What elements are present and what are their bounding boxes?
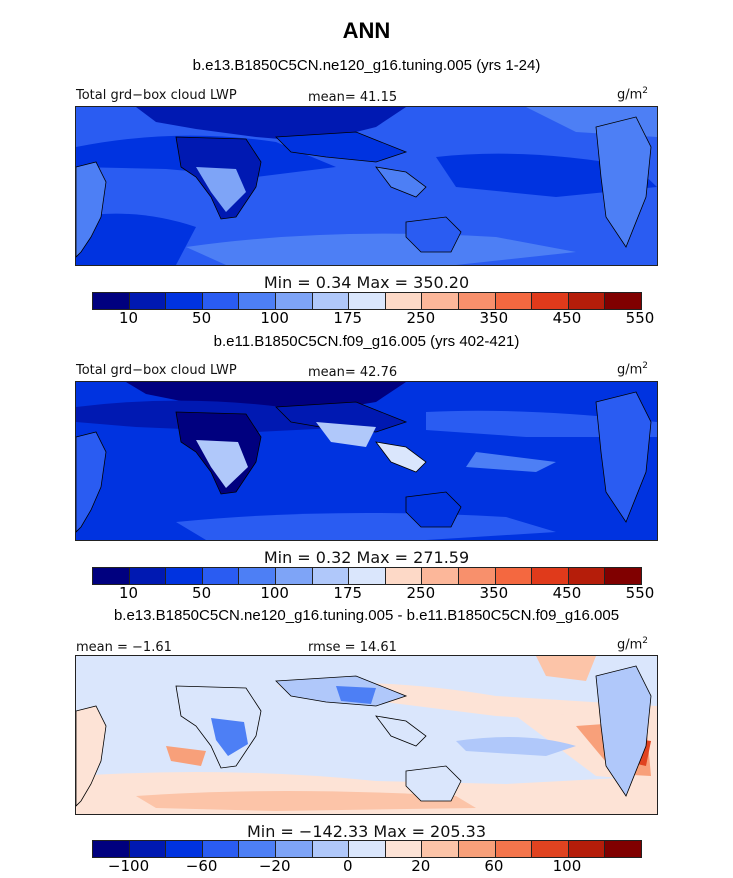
colorbar-swatch — [385, 841, 423, 857]
colorbar-swatch — [532, 568, 569, 584]
colorbar-swatch — [166, 841, 203, 857]
colorbar-swatch — [605, 293, 641, 309]
colorbar-swatch — [349, 841, 386, 857]
colorbar-swatch — [458, 841, 496, 857]
panel1-case-title: b.e13.B1850C5CN.ne120_g16.tuning.005 (yr… — [192, 57, 541, 74]
colorbar-swatch — [605, 841, 641, 857]
colorbar-tick-label: 10 — [118, 584, 139, 602]
colorbar-tick-label: −60 — [185, 857, 218, 875]
colorbar-swatch — [495, 293, 533, 309]
panel3-colorbar — [92, 840, 642, 858]
panel1-minmax: Min = 0.34 Max = 350.20 — [263, 273, 470, 292]
colorbar-tick-label: 450 — [552, 584, 582, 602]
colorbar-swatch — [275, 293, 313, 309]
colorbar-swatch — [422, 293, 459, 309]
colorbar-swatch — [93, 841, 130, 857]
panel3-map — [75, 655, 658, 815]
panel3-units: g/m2 — [617, 636, 649, 653]
colorbar-swatch — [385, 293, 423, 309]
colorbar-swatch — [239, 841, 276, 857]
colorbar-swatch — [532, 293, 569, 309]
colorbar-tick-label: 350 — [479, 584, 509, 602]
colorbar-tick-label: 50 — [192, 309, 212, 327]
colorbar-swatch — [349, 568, 386, 584]
colorbar-tick-label: 250 — [406, 584, 436, 602]
colorbar-tick-label: −20 — [258, 857, 291, 875]
colorbar-swatch — [202, 841, 240, 857]
colorbar-swatch — [239, 568, 276, 584]
panel3-mean-label: mean = −1.61 — [76, 640, 172, 655]
colorbar-swatch — [605, 568, 641, 584]
panel1-variable-label: Total grd−box cloud LWP — [76, 88, 237, 103]
panel3-case-title: b.e13.B1850C5CN.ne120_g16.tuning.005 - b… — [113, 607, 620, 624]
panel1-colorbar-labels: 10 50 100 175 250 350 450 550 — [92, 309, 654, 329]
colorbar-swatch — [568, 293, 606, 309]
panel3-rmse-label: rmse = 14.61 — [308, 640, 397, 655]
panel2-map — [75, 381, 658, 541]
colorbar-tick-label: 550 — [625, 309, 655, 327]
figure-title: ANN — [342, 18, 391, 43]
colorbar-tick-label: −100 — [107, 857, 150, 875]
colorbar-tick-label: 10 — [118, 309, 139, 327]
panel2-units: g/m2 — [617, 361, 649, 378]
colorbar-tick-label: 175 — [333, 584, 363, 602]
colorbar-swatch — [93, 293, 130, 309]
colorbar-tick-label: 0 — [342, 857, 353, 875]
panel3-minmax: Min = −142.33 Max = 205.33 — [246, 822, 487, 841]
panel1-mean-label: mean= 41.15 — [308, 90, 398, 105]
panel1-units: g/m2 — [617, 86, 649, 103]
colorbar-tick-label: 250 — [406, 309, 436, 327]
colorbar-swatch — [458, 293, 496, 309]
panel2-variable-label: Total grd−box cloud LWP — [76, 363, 237, 378]
colorbar-tick-label: 550 — [625, 584, 655, 602]
colorbar-swatch — [568, 841, 606, 857]
colorbar-tick-label: 350 — [479, 309, 509, 327]
colorbar-swatch — [568, 568, 606, 584]
colorbar-tick-label: 100 — [552, 857, 582, 875]
panel2-minmax: Min = 0.32 Max = 271.59 — [263, 548, 470, 567]
colorbar-swatch — [422, 841, 459, 857]
colorbar-tick-label: 20 — [411, 857, 431, 875]
panel2-colorbar-labels: 10 50 100 175 250 350 450 550 — [92, 584, 654, 604]
colorbar-swatch — [129, 841, 167, 857]
colorbar-swatch — [93, 568, 130, 584]
panel2-mean-label: mean= 42.76 — [308, 365, 398, 380]
colorbar-tick-label: 100 — [260, 309, 289, 327]
colorbar-tick-label: 60 — [484, 857, 504, 875]
panel2-case-title: b.e11.B1850C5CN.f09_g16.005 (yrs 402-421… — [213, 333, 520, 350]
colorbar-swatch — [166, 293, 203, 309]
colorbar-swatch — [495, 841, 533, 857]
colorbar-tick-label: 50 — [192, 584, 212, 602]
colorbar-swatch — [385, 568, 423, 584]
colorbar-swatch — [275, 841, 313, 857]
panel1-colorbar — [92, 292, 642, 310]
colorbar-swatch — [202, 568, 240, 584]
panel1-map — [75, 106, 658, 266]
colorbar-swatch — [202, 293, 240, 309]
colorbar-swatch — [495, 568, 533, 584]
colorbar-tick-label: 175 — [333, 309, 363, 327]
panel3-colorbar-labels: −100 −60 −20 0 20 60 100 — [92, 857, 640, 877]
colorbar-swatch — [312, 293, 350, 309]
panel2-colorbar — [92, 567, 642, 585]
colorbar-swatch — [275, 568, 313, 584]
colorbar-swatch — [532, 841, 569, 857]
colorbar-swatch — [129, 293, 167, 309]
colorbar-swatch — [312, 568, 350, 584]
colorbar-tick-label: 100 — [260, 584, 289, 602]
colorbar-swatch — [422, 568, 459, 584]
colorbar-swatch — [129, 568, 167, 584]
colorbar-swatch — [458, 568, 496, 584]
colorbar-swatch — [239, 293, 276, 309]
colorbar-swatch — [349, 293, 386, 309]
colorbar-swatch — [166, 568, 203, 584]
colorbar-tick-label: 450 — [552, 309, 582, 327]
colorbar-swatch — [312, 841, 350, 857]
